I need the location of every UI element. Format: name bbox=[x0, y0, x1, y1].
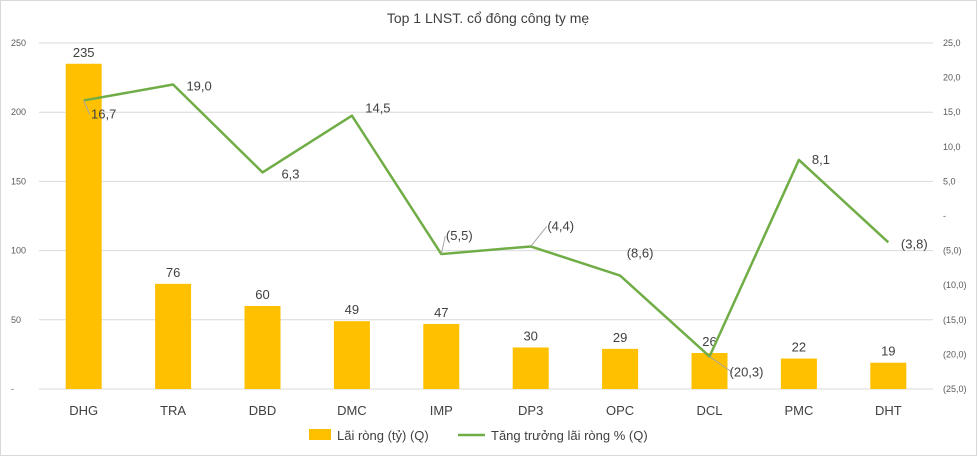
y-right-tick-label: (5,0) bbox=[943, 246, 962, 256]
x-tick-label: TRA bbox=[160, 403, 186, 418]
bar-tra bbox=[155, 283, 192, 389]
left-axis-ticks: - 50 100 150 200 250 bbox=[11, 38, 26, 394]
x-tick-label: DP3 bbox=[518, 403, 543, 418]
bar-dp3 bbox=[512, 347, 549, 389]
bar-value-label: 49 bbox=[345, 302, 359, 317]
line-value-label: (8,6) bbox=[627, 246, 654, 261]
y-left-tick-label: 250 bbox=[11, 38, 26, 48]
right-axis-ticks: 25,0 20,0 15,0 10,0 5,0 - (5,0) (10,0) (15,0) (20… bbox=[943, 38, 967, 394]
y-right-tick-label: - bbox=[943, 211, 946, 221]
label-leader-line bbox=[530, 226, 548, 247]
y-right-tick-label: 10,0 bbox=[943, 142, 961, 152]
x-tick-label: DHT bbox=[875, 403, 902, 418]
line-value-label: 14,5 bbox=[365, 101, 390, 116]
y-right-tick-label: (15,0) bbox=[943, 315, 967, 325]
bar-imp bbox=[423, 323, 460, 389]
line-value-label: 19,0 bbox=[186, 79, 211, 94]
y-left-tick-label: 200 bbox=[11, 107, 26, 117]
bar-value-label: 30 bbox=[523, 328, 537, 343]
bar-value-label: 19 bbox=[881, 344, 895, 359]
y-left-tick-label: - bbox=[11, 384, 14, 394]
legend: Lãi ròng (tỷ) (Q) Tăng trưởng lãi ròng %… bbox=[309, 428, 648, 443]
y-right-tick-label: (25,0) bbox=[943, 384, 967, 394]
x-tick-label: DCL bbox=[696, 403, 722, 418]
bar-value-label: 47 bbox=[434, 305, 448, 320]
label-leader-line bbox=[440, 235, 446, 255]
y-right-tick-label: (20,0) bbox=[943, 349, 967, 359]
y-right-tick-label: (10,0) bbox=[943, 280, 967, 290]
x-tick-label: DMC bbox=[337, 403, 367, 418]
y-left-tick-label: 150 bbox=[11, 176, 26, 186]
y-right-tick-label: 5,0 bbox=[943, 176, 956, 186]
x-tick-label: PMC bbox=[784, 403, 813, 418]
line-series: 16,7 19,0 6,3 14,5 (5,5) (4,4) (8,6) (20,3) 8,1 (… bbox=[83, 79, 928, 379]
bar-pmc bbox=[780, 358, 817, 389]
bar-value-label: 76 bbox=[166, 265, 180, 280]
legend-line-label: Tăng trưởng lãi ròng % (Q) bbox=[491, 428, 648, 443]
line-value-label: (20,3) bbox=[730, 364, 764, 379]
x-axis-ticks: DHG TRA DBD DMC IMP DP3 OPC DCL PMC DHT bbox=[69, 403, 901, 418]
bar-value-label: 26 bbox=[702, 334, 716, 349]
bar-dhg bbox=[65, 63, 102, 389]
bar-value-label: 235 bbox=[73, 45, 95, 60]
chart-title: Top 1 LNST. cổ đông công ty mẹ bbox=[387, 10, 590, 26]
growth-line bbox=[83, 83, 890, 358]
line-value-label: (5,5) bbox=[446, 228, 473, 243]
x-tick-label: OPC bbox=[606, 403, 634, 418]
legend-bar-label: Lãi ròng (tỷ) (Q) bbox=[337, 428, 429, 443]
bar-dmc bbox=[333, 321, 370, 389]
x-tick-label: DHG bbox=[69, 403, 98, 418]
label-leader-line bbox=[709, 356, 733, 373]
bar-dcl bbox=[691, 353, 728, 389]
y-left-tick-label: 100 bbox=[11, 246, 26, 256]
label-leader-line bbox=[83, 100, 91, 115]
x-tick-label: IMP bbox=[430, 403, 453, 418]
y-right-tick-label: 15,0 bbox=[943, 107, 961, 117]
bar-value-label: 60 bbox=[255, 287, 269, 302]
legend-bar-swatch bbox=[309, 429, 331, 440]
bar-dbd bbox=[244, 305, 281, 389]
line-value-label: (3,8) bbox=[901, 236, 928, 251]
bar-dht bbox=[870, 362, 907, 389]
line-value-label: 8,1 bbox=[812, 152, 830, 167]
y-right-tick-label: 20,0 bbox=[943, 73, 961, 83]
bar-opc bbox=[602, 348, 639, 389]
y-right-tick-label: 25,0 bbox=[943, 38, 961, 48]
bar-value-label: 22 bbox=[792, 340, 806, 355]
bar-series: 235 76 60 49 47 30 29 26 22 19 bbox=[65, 45, 907, 389]
line-value-label: 16,7 bbox=[91, 106, 116, 121]
y-left-tick-label: 50 bbox=[11, 315, 21, 325]
bar-value-label: 29 bbox=[613, 330, 627, 345]
line-value-label: 6,3 bbox=[281, 166, 299, 181]
line-value-label: (4,4) bbox=[547, 218, 574, 233]
x-tick-label: DBD bbox=[249, 403, 276, 418]
